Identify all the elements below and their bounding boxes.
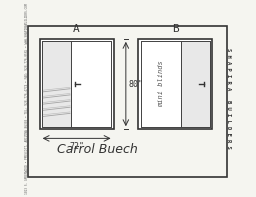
Text: 80": 80"	[129, 80, 144, 88]
Text: 72": 72"	[69, 142, 84, 151]
Bar	[141, 41, 209, 127]
Text: mini blinds: mini blinds	[158, 61, 164, 107]
Text: Carrol Buech: Carrol Buech	[57, 143, 137, 156]
Bar	[138, 39, 212, 129]
Bar	[71, 41, 111, 127]
Bar	[40, 39, 113, 129]
Text: 1013 S. GREENWOOD • PRESCOTT, ARIZONA 86303 • TEL: 928-776-4774 • FAX: 928-776-0: 1013 S. GREENWOOD • PRESCOTT, ARIZONA 86…	[25, 3, 29, 194]
Bar	[180, 41, 209, 127]
Text: A: A	[73, 24, 80, 34]
Bar	[42, 41, 71, 127]
Text: S H A P I R A   B U I L D E R S: S H A P I R A B U I L D E R S	[226, 48, 231, 149]
Text: B: B	[172, 24, 178, 34]
Bar	[141, 41, 180, 127]
Bar	[42, 41, 111, 127]
